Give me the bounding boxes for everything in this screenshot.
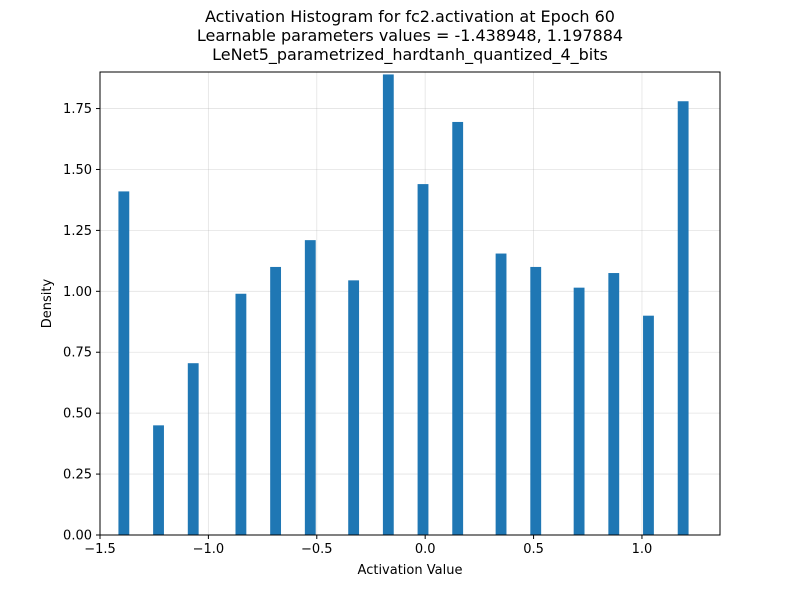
histogram-bar — [304, 240, 316, 536]
histogram-bar — [187, 363, 199, 535]
histogram-bar — [452, 121, 464, 535]
histogram-bar — [677, 101, 689, 536]
chart-title-line: Learnable parameters values = -1.438948,… — [197, 26, 623, 45]
x-tick-label: 1.0 — [632, 542, 653, 557]
y-tick-label: 0.50 — [63, 407, 92, 422]
histogram-bar — [417, 184, 429, 536]
y-tick-label: 0.00 — [63, 529, 92, 544]
histogram-bar — [118, 191, 130, 535]
x-tick-label: −0.5 — [301, 542, 333, 557]
x-tick-label: −1.0 — [193, 542, 225, 557]
y-tick-label: 0.75 — [63, 346, 92, 361]
y-tick-label: 1.00 — [63, 285, 92, 300]
y-tick-label: 1.75 — [63, 102, 92, 117]
bars — [118, 74, 689, 536]
y-tick-label: 0.25 — [63, 468, 92, 483]
y-tick-label: 1.50 — [63, 163, 92, 178]
x-tick-label: 0.5 — [523, 542, 544, 557]
chart-title: Activation Histogram for fc2.activation … — [197, 7, 623, 65]
histogram-bar — [270, 266, 282, 535]
x-axis-ticks: −1.5 −1.0 −0.5 0.0 0.5 1.0 — [84, 535, 652, 557]
histogram-bar — [608, 273, 620, 535]
chart-title-line: Activation Histogram for fc2.activation … — [205, 7, 615, 26]
histogram-bar — [495, 253, 507, 535]
y-tick-label: 1.25 — [63, 224, 92, 239]
histogram-bar — [153, 425, 164, 535]
histogram-bar — [235, 293, 247, 535]
x-tick-label: 0.0 — [415, 542, 436, 557]
plot-frame — [99, 71, 721, 536]
histogram-bar — [643, 315, 654, 535]
y-axis-ticks: 0.00 0.25 0.50 0.75 1.00 1.25 1.50 1.75 — [63, 102, 100, 544]
histogram-bar — [573, 287, 585, 535]
histogram-bar — [530, 266, 542, 535]
y-axis-label: Density — [40, 278, 55, 328]
chart-title-line: LeNet5_parametrized_hardtanh_quantized_4… — [212, 45, 608, 65]
histogram-bar — [382, 74, 394, 536]
x-tick-label: −1.5 — [84, 542, 116, 557]
histogram-bar — [348, 280, 360, 535]
x-axis-label: Activation Value — [358, 563, 463, 578]
